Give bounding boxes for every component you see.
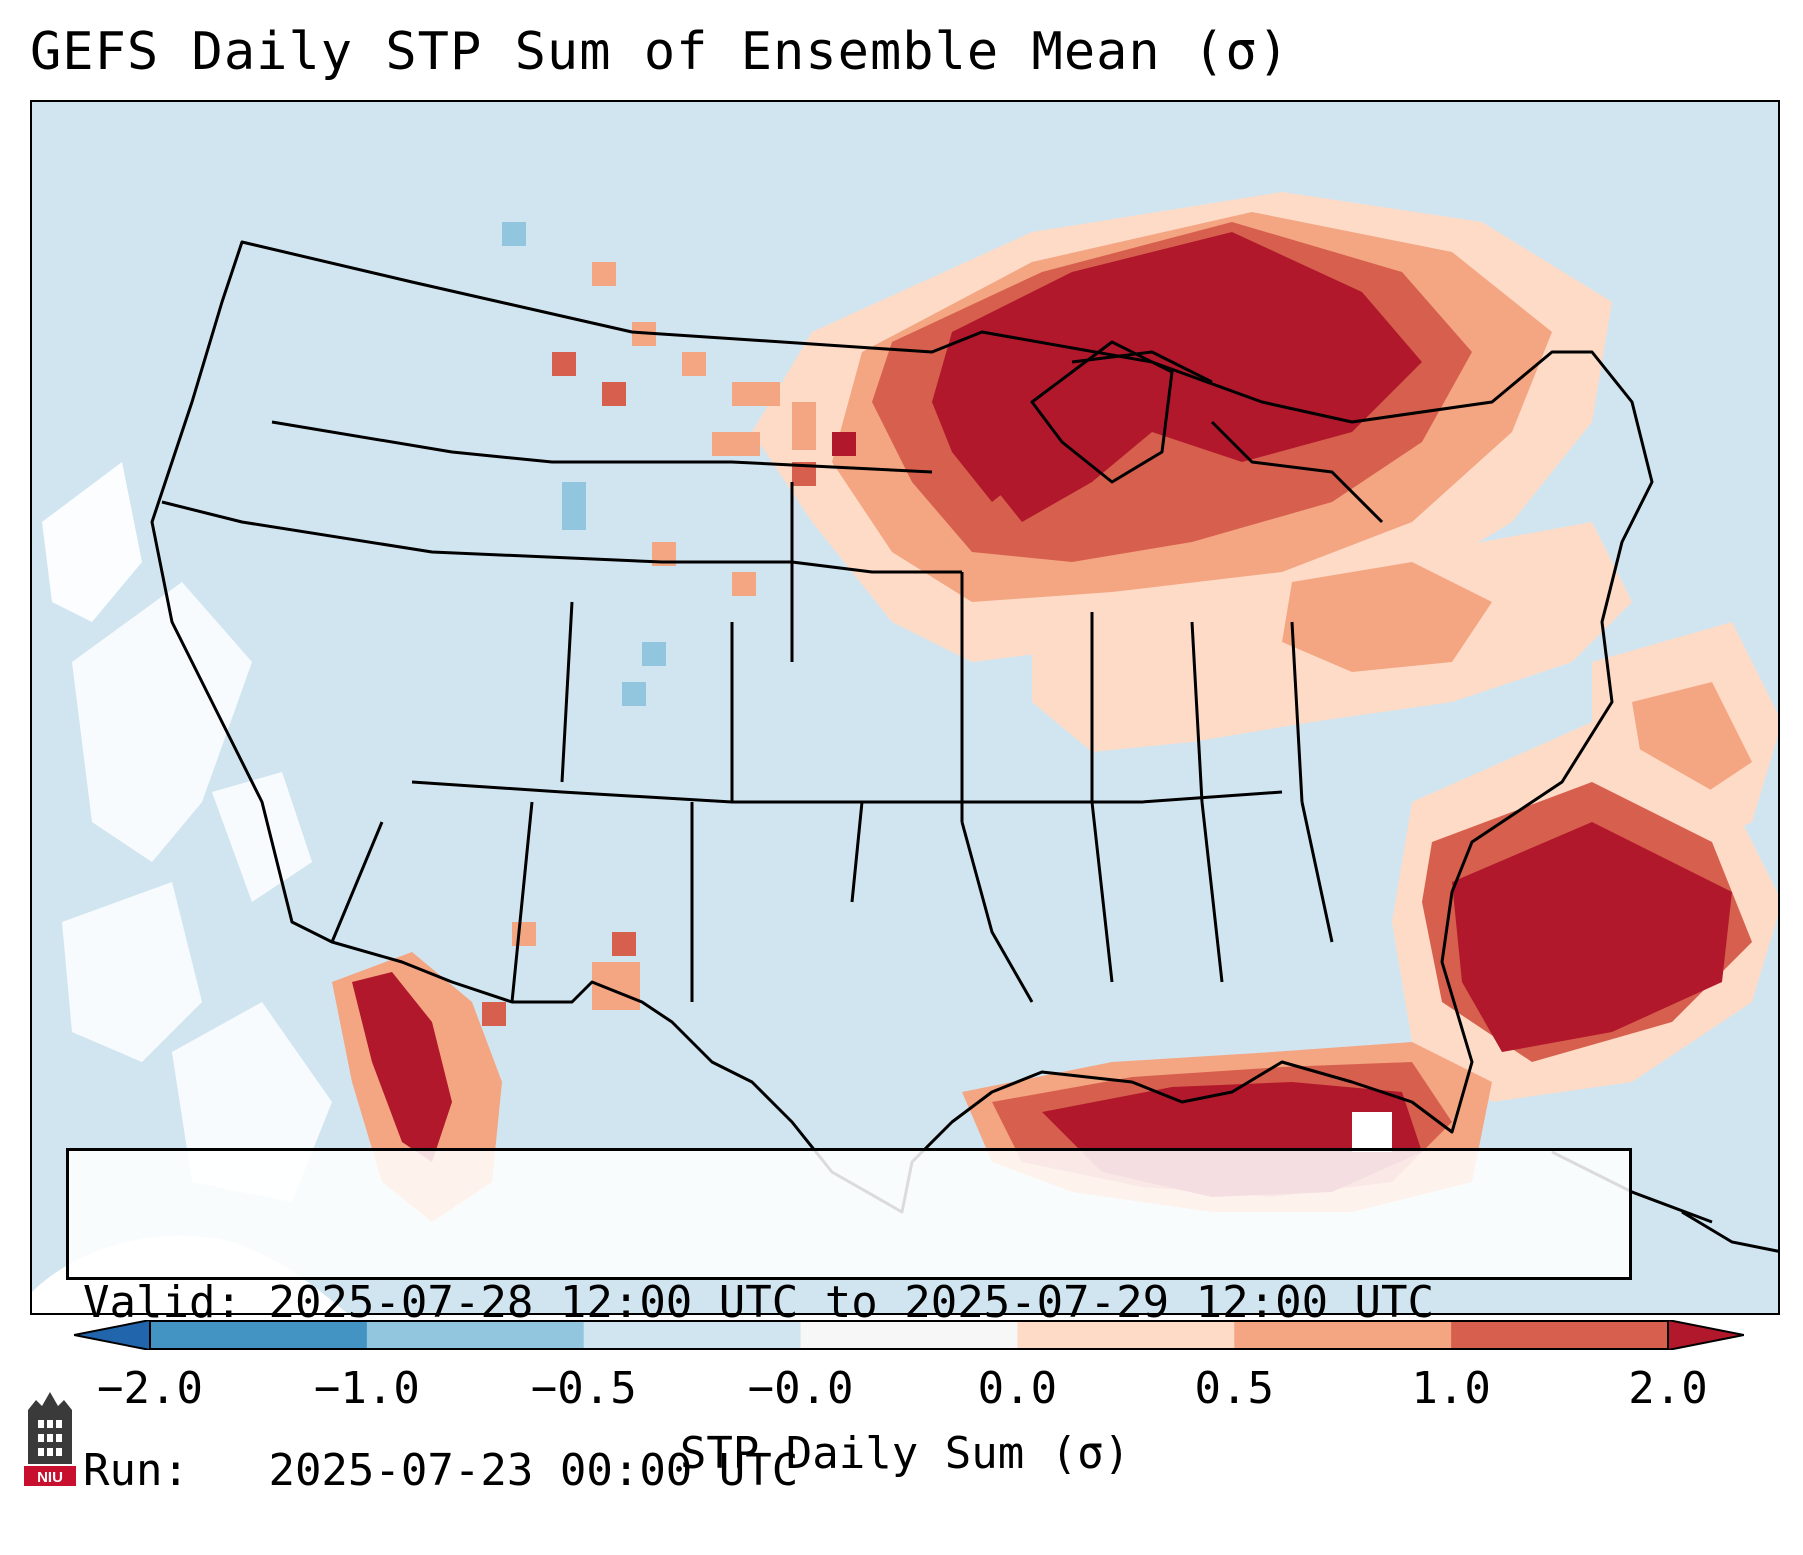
- colorbar-segment: [150, 1321, 368, 1349]
- colorbar-under-arrow: [74, 1320, 151, 1350]
- colorbar-tick-label: −0.0: [747, 1363, 854, 1414]
- run-row: Run: 2025-07-23 00:00 UTC: [83, 1443, 1629, 1499]
- colorbar-tick-label: −1.0: [313, 1363, 420, 1414]
- colorbar-segment: [583, 1321, 802, 1349]
- chart-title: GEFS Daily STP Sum of Ensemble Mean (σ): [30, 22, 1290, 82]
- region-great-lakes-upper-midwest: [752, 192, 1612, 662]
- colorbar-segment: [366, 1321, 585, 1349]
- colorbar: [74, 1320, 1744, 1350]
- region-southeast-atlantic-offshore: [1392, 722, 1778, 1102]
- colorbar-over-arrow: [1667, 1320, 1744, 1350]
- valid-time-box: Valid: 2025-07-28 12:00 UTC to 2025-07-2…: [66, 1148, 1632, 1496]
- valid-row: Valid: 2025-07-28 12:00 UTC to 2025-07-2…: [83, 1275, 1629, 1331]
- colorbar-segment: [1017, 1321, 1235, 1349]
- niu-logo: NIU: [24, 1392, 76, 1486]
- colorbar-label: STP Daily Sum (σ): [679, 1428, 1131, 1479]
- colorbar-tick-label: 0.0: [977, 1363, 1058, 1414]
- colorbar-tick-label: 0.5: [1194, 1363, 1275, 1414]
- colorbar-segment: [1234, 1321, 1452, 1349]
- logo-text: NIU: [37, 1469, 63, 1486]
- map-panel: [30, 100, 1780, 1315]
- valid-label: Valid:: [83, 1277, 242, 1328]
- colorbar-tick-label: 2.0: [1628, 1363, 1708, 1414]
- valid-value: 2025-07-28 12:00 UTC to 2025-07-29 12:00…: [268, 1277, 1435, 1328]
- colorbar-tick-label: 1.0: [1411, 1363, 1491, 1414]
- colorbar-outline: [149, 1320, 1669, 1350]
- colorbar-segment: [800, 1321, 1018, 1349]
- run-value: 2025-07-23 00:00 UTC: [268, 1445, 799, 1496]
- state-borders: [150, 240, 1654, 1214]
- colorbar-tick-label: −2.0: [97, 1363, 203, 1414]
- colorbar-segment: [1451, 1321, 1669, 1349]
- colorbar-segments: [150, 1321, 1669, 1349]
- colorbar-tick-label: −0.5: [530, 1363, 637, 1414]
- map-canvas: [32, 102, 1778, 1313]
- negative-anomaly-pixels: [502, 222, 666, 706]
- run-label: Run:: [83, 1445, 189, 1496]
- us-outline: [150, 240, 1654, 1214]
